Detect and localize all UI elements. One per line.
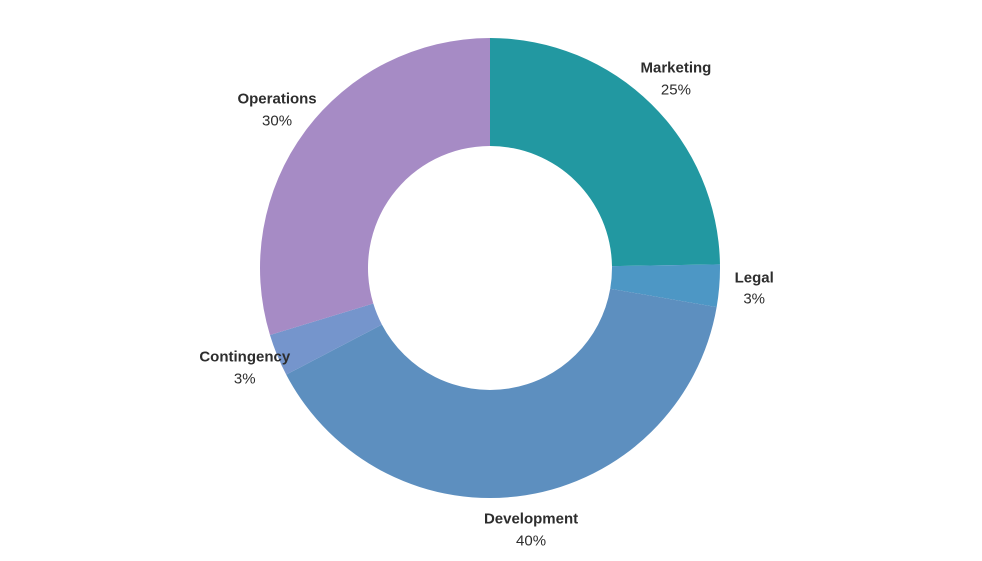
slice-percent: 40% <box>516 531 547 549</box>
slice-name: Marketing <box>640 59 712 77</box>
slice-name: Development <box>483 510 579 528</box>
slice-percent: 3% <box>233 370 256 388</box>
slice-name: Legal <box>734 268 774 286</box>
slice-label-legal: Legal 3% <box>735 267 774 311</box>
slice-label-marketing: Marketing 25% <box>640 57 711 101</box>
slice-label-development: Development 40% <box>484 508 578 552</box>
slice-label-contingency: Contingency 3% <box>199 347 290 391</box>
slice-legal <box>610 264 720 308</box>
slice-name: Contingency <box>199 348 291 366</box>
slice-marketing <box>490 38 720 267</box>
slice-contingency <box>269 303 382 375</box>
slice-development <box>286 288 717 498</box>
slice-percent: 25% <box>660 81 691 99</box>
slice-name: Operations <box>237 90 317 108</box>
slice-percent: 30% <box>262 112 293 130</box>
slice-operations <box>260 38 490 335</box>
slice-label-operations: Operations 30% <box>237 88 316 132</box>
slice-percent: 3% <box>743 290 766 308</box>
